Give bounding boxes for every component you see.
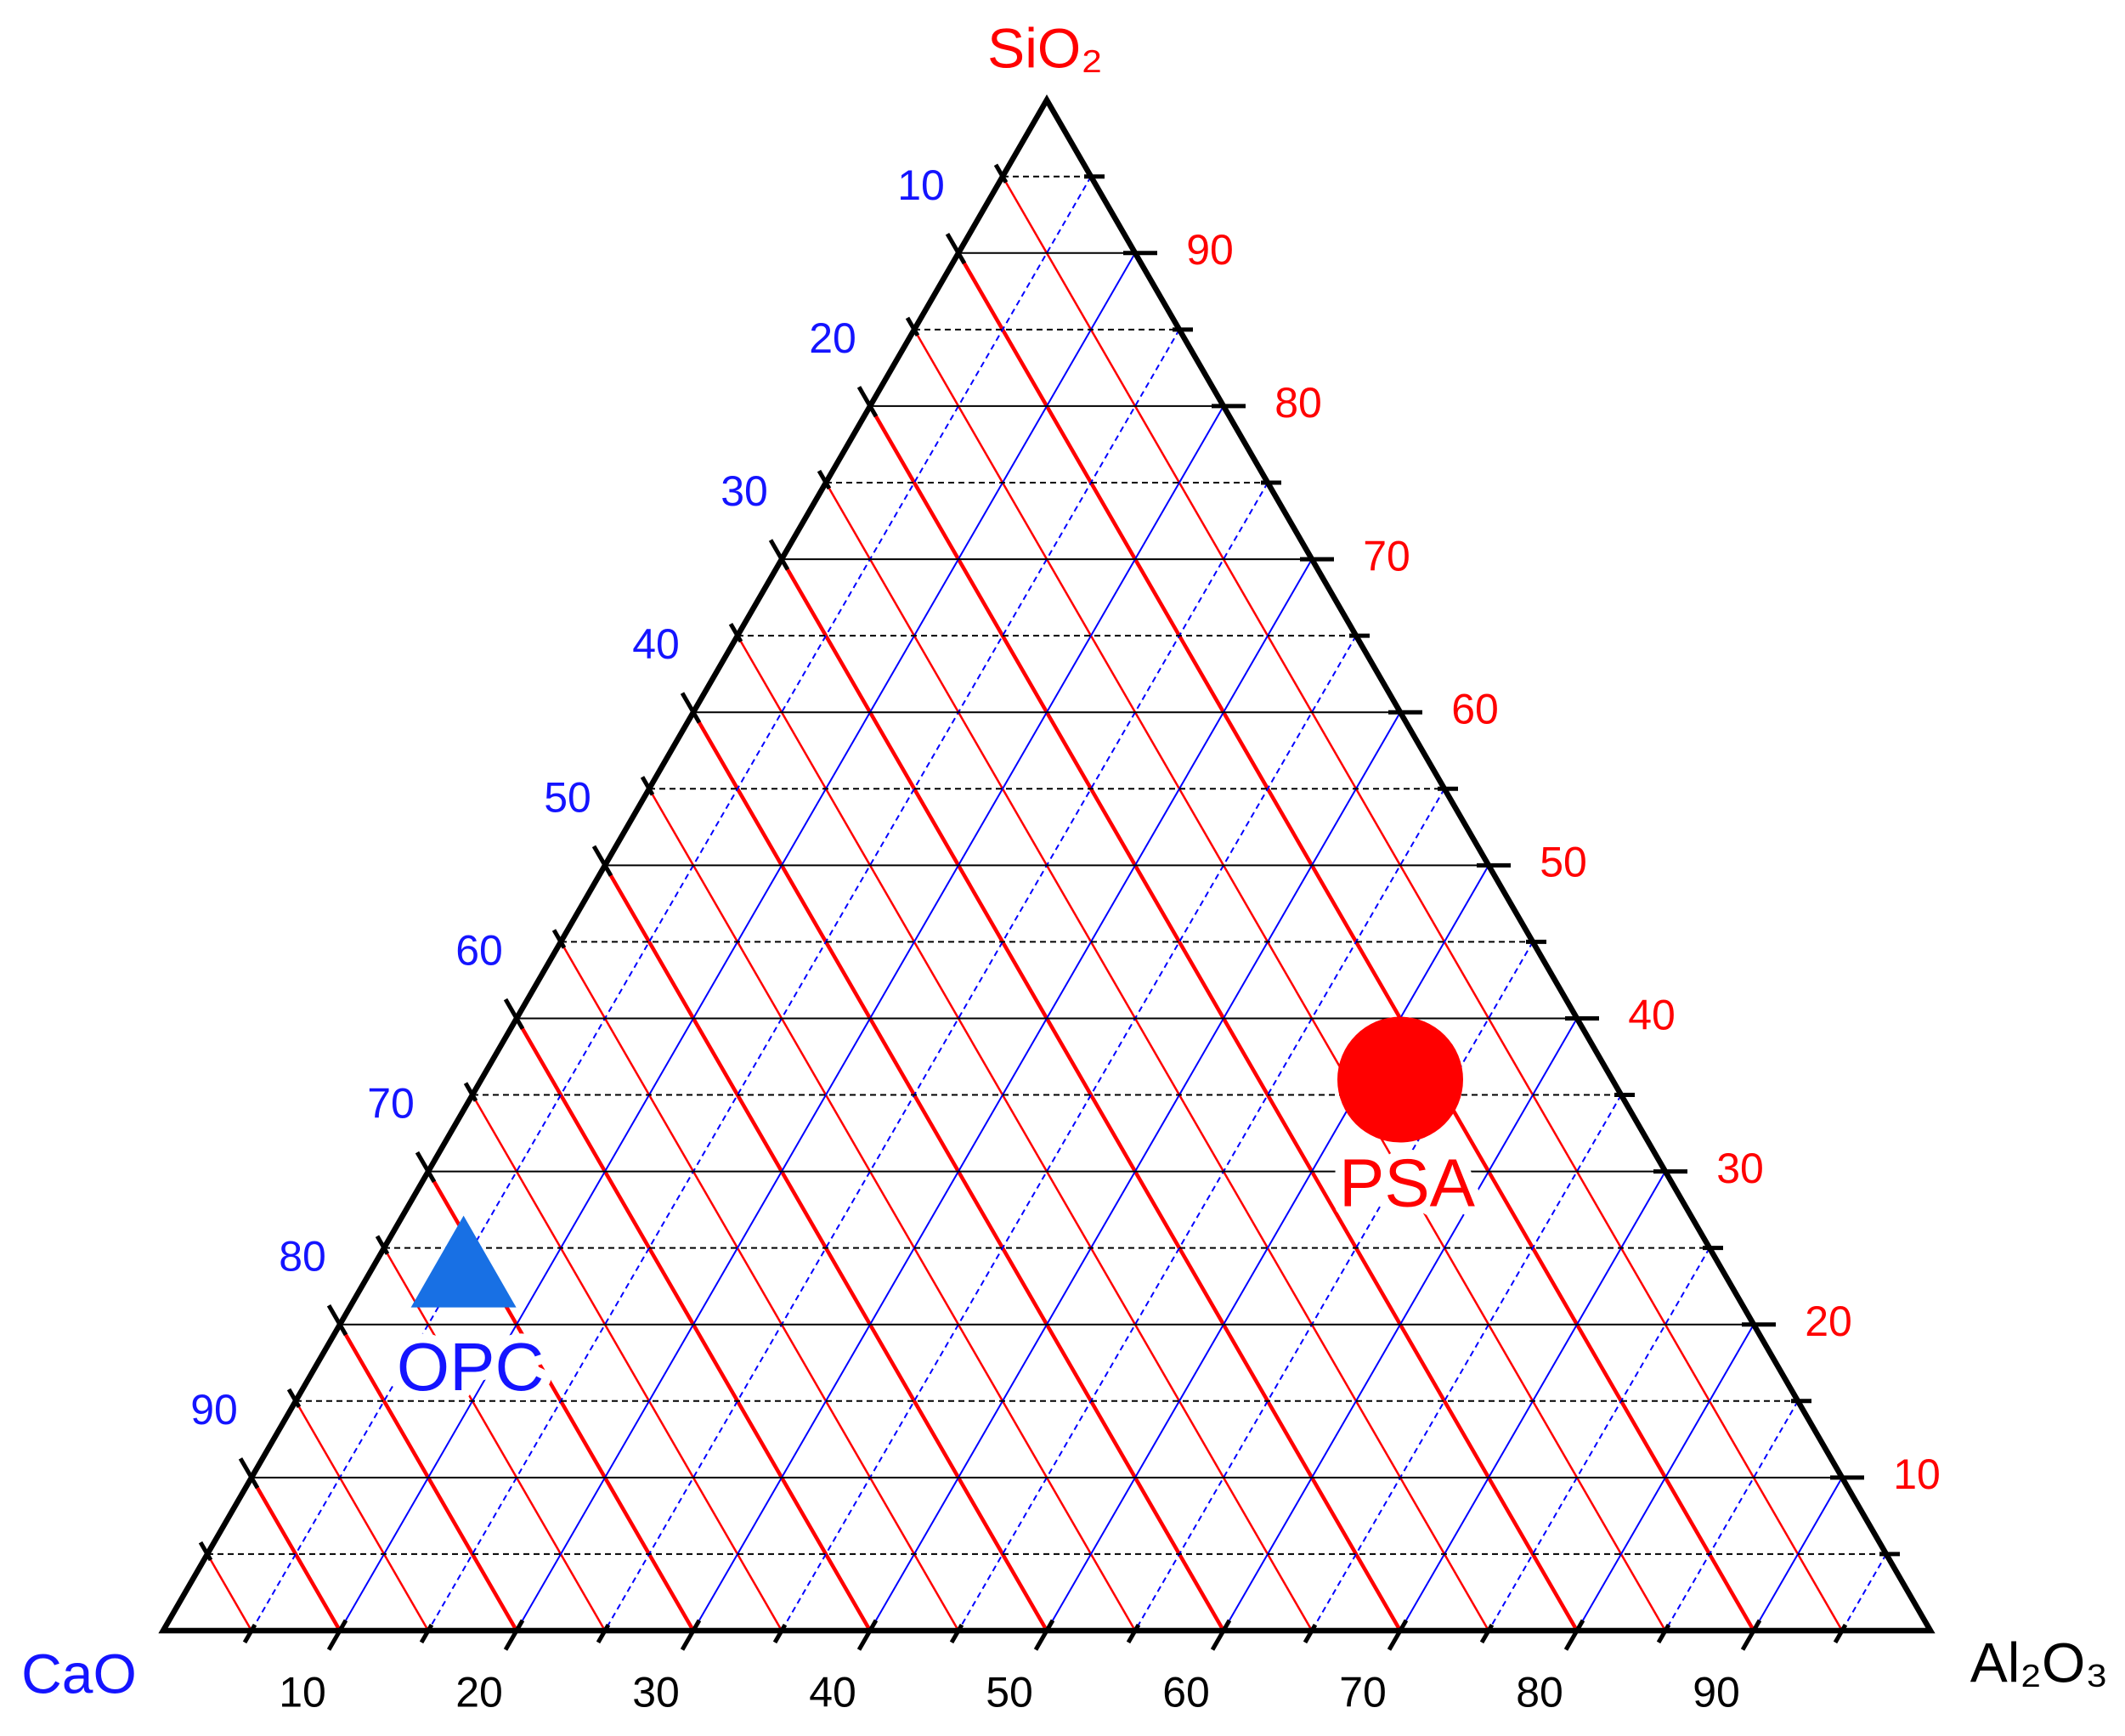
tick-label: 40 [809,1668,856,1716]
tick-label: 10 [897,161,945,209]
grid-line [559,941,960,1631]
tick-label: 70 [1363,532,1410,580]
corner-label: SiO₂ [987,16,1103,79]
tick-mark [596,1623,611,1644]
grid-line [1488,1247,1710,1631]
tick-label: 20 [809,314,856,362]
tick-mark [375,1235,390,1255]
tick-mark [591,845,613,877]
tick-label: 20 [1805,1298,1852,1345]
tick-mark [198,1541,213,1562]
tick-mark [503,998,525,1030]
tick-label: 50 [986,1668,1033,1716]
grid-line [1001,176,1844,1631]
tick-label: 90 [190,1386,238,1433]
grid-line [1841,1553,1887,1631]
tick-mark [463,1082,478,1102]
tick-mark [326,1619,348,1651]
tick-label: 40 [632,620,680,668]
tick-label: 20 [455,1668,503,1716]
grid-line [824,482,1490,1631]
tick-label: 40 [1628,992,1676,1039]
grid-line [736,635,1314,1631]
grid-line [382,1247,607,1631]
data-point [1337,1016,1463,1143]
tick-mark [949,1623,964,1644]
tick-mark [551,929,567,949]
tick-mark [817,469,832,490]
tick-label: 30 [1716,1145,1764,1192]
tick-label: 70 [367,1080,415,1128]
tick-mark [680,1619,702,1651]
tick-mark [1210,1619,1232,1651]
tick-mark [993,163,1009,184]
tick-mark [945,233,967,265]
tick-mark [640,776,655,796]
tick-mark [772,1623,788,1644]
tick-mark [326,1303,348,1337]
tick-mark [1126,1623,1141,1644]
grid-line [1046,864,1489,1631]
grid-line [604,482,1269,1631]
grid-line [913,329,1667,1631]
tick-mark [856,1619,879,1651]
tick-label: 10 [279,1668,326,1716]
grid-line [1311,1094,1622,1631]
tick-label: 90 [1693,1668,1740,1716]
tick-mark [503,1619,525,1651]
tick-label: 60 [1162,1668,1210,1716]
grid-line [471,1094,783,1631]
grid-line [781,635,1357,1631]
point-label: OPC [397,1329,544,1405]
grid-line [294,1400,430,1631]
tick-label: 50 [1540,839,1587,886]
tick-mark [286,1388,302,1408]
tick-mark [768,539,790,571]
tick-mark [680,692,702,724]
tick-mark [238,1457,260,1490]
tick-mark [728,623,743,643]
tick-mark [1033,1619,1055,1651]
grid-line [647,788,1137,1631]
tick-mark [1656,1623,1671,1644]
tick-label: 50 [544,773,591,821]
tick-label: 90 [1186,226,1234,274]
tick-mark [242,1623,257,1644]
grid-line [1134,941,1534,1631]
tick-mark [1563,1619,1585,1651]
tick-mark [415,1151,437,1183]
corner-label: CaO [21,1642,137,1705]
tick-label: 80 [1516,1668,1563,1716]
tick-mark [856,386,879,418]
tick-label: 10 [1893,1450,1941,1498]
tick-label: 80 [1274,379,1322,427]
tick-mark [1387,1619,1409,1651]
tick-mark [1303,1623,1318,1644]
data-point [410,1215,517,1308]
corner-label: Al₂O₃ [1970,1631,2109,1694]
tick-label: 60 [455,926,503,974]
tick-mark [1740,1619,1762,1651]
grid-line [251,176,1092,1631]
tick-label: 60 [1451,685,1499,732]
tick-mark [1833,1623,1848,1644]
tick-label: 70 [1339,1668,1387,1716]
tick-label: 80 [279,1233,326,1281]
point-label: PSA [1339,1145,1476,1221]
grid-line [206,1553,253,1631]
grid-line [427,329,1180,1631]
tick-mark [419,1623,434,1644]
tick-mark [1479,1623,1495,1644]
tick-label: 30 [721,467,768,515]
tick-mark [905,316,920,337]
grid-line [958,788,1445,1631]
grid-line [1664,1400,1799,1631]
tick-label: 30 [632,1668,680,1716]
